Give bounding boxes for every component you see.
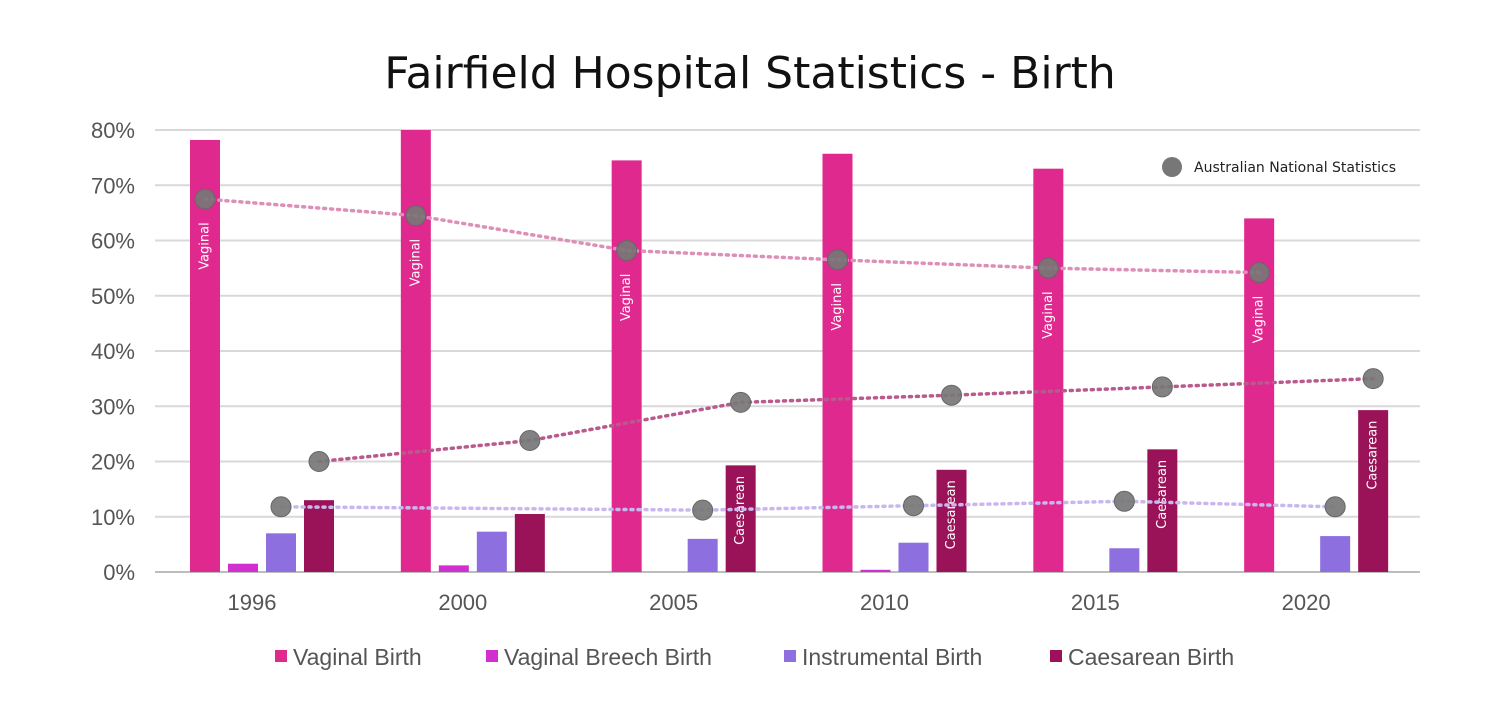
caesarean-birth-bar xyxy=(514,513,545,572)
bar-label: Vaginal xyxy=(1252,296,1267,344)
caesarean-birth-bar xyxy=(1147,449,1178,572)
y-tick-label: 40% xyxy=(91,339,135,364)
vaginal-birth-bar xyxy=(400,130,431,572)
y-tick-label: 80% xyxy=(91,118,135,143)
bar-label: Vaginal xyxy=(198,222,213,270)
national-vaginal-point xyxy=(616,239,638,261)
y-tick-label: 30% xyxy=(91,394,135,419)
national-instrumental-point xyxy=(903,495,924,517)
instrumental-birth-bar xyxy=(1109,548,1140,572)
legend-label: Caesarean Birth xyxy=(1068,644,1234,670)
vaginal-breech-birth-bar xyxy=(228,563,258,572)
legend-swatch xyxy=(486,650,498,662)
national-caesarean-trend-line xyxy=(317,376,1375,464)
caesarean-birth-bar xyxy=(725,465,756,572)
national-instrumental-point xyxy=(270,496,292,518)
national-points xyxy=(194,188,1384,521)
bar-label: Caesarean xyxy=(944,480,959,549)
instrumental-birth-bar xyxy=(266,533,296,572)
x-tick-label: 2000 xyxy=(438,590,487,615)
national-caesarean-point xyxy=(519,430,541,452)
bar-label: Vaginal xyxy=(1041,291,1056,339)
y-axis-ticks: 0% 10% 20% 30% 40% 50% 60% 70% 80% xyxy=(91,118,135,585)
y-tick-label: 50% xyxy=(91,284,135,309)
bar-label: Vaginal xyxy=(408,239,423,287)
vaginal-breech-birth-bar xyxy=(438,565,469,572)
bar-label: Caesarean xyxy=(1366,421,1381,490)
caesarean-birth-bar xyxy=(304,500,334,572)
national-vaginal-point xyxy=(1037,257,1059,279)
national-caesarean-point xyxy=(1362,368,1384,390)
national-caesarean-point xyxy=(1151,376,1173,398)
national-instrumental-point xyxy=(692,499,714,521)
national-vaginal-point xyxy=(405,205,427,227)
x-tick-label: 1996 xyxy=(228,590,277,615)
legend: Vaginal Birth Vaginal Breech Birth Instrum… xyxy=(275,644,1234,670)
national-instrumental-point xyxy=(1113,490,1135,512)
national-legend-marker xyxy=(1162,157,1182,177)
bar-label: Caesarean xyxy=(733,476,748,545)
national-vaginal-point xyxy=(194,188,216,210)
legend-swatch xyxy=(784,650,796,662)
y-tick-label: 0% xyxy=(103,560,135,585)
bar-label: Vaginal xyxy=(830,283,845,331)
instrumental-birth-bar xyxy=(687,538,718,572)
vaginal-birth-bar xyxy=(190,139,220,572)
chart-title: Fairfield Hospital Statistics - Birth xyxy=(384,48,1116,99)
x-tick-label: 2020 xyxy=(1282,590,1331,615)
national-vaginal-point xyxy=(1248,262,1270,284)
vaginal-birth-bar xyxy=(611,160,642,572)
y-tick-label: 10% xyxy=(91,505,135,530)
grid-lines xyxy=(155,129,1420,573)
instrumental-birth-bar xyxy=(476,531,507,572)
national-trend-lines xyxy=(203,197,1375,512)
caesarean-birth-bar xyxy=(936,469,967,572)
caesarean-birth-bar xyxy=(1358,410,1389,572)
legend-swatch xyxy=(275,650,287,662)
national-caesarean-point xyxy=(730,391,752,413)
national-vaginal-point xyxy=(827,249,848,271)
vaginal-birth-bar xyxy=(822,153,853,572)
x-tick-label: 2005 xyxy=(649,590,698,615)
bar-label: Vaginal xyxy=(619,274,634,322)
national-legend: Australian National Statistics xyxy=(1162,157,1396,177)
bar-label: Caesarean xyxy=(1155,460,1170,529)
y-tick-label: 60% xyxy=(91,229,135,254)
vaginal-breech-birth-bar xyxy=(860,569,891,572)
y-tick-label: 20% xyxy=(91,450,135,475)
legend-label: Instrumental Birth xyxy=(802,644,982,670)
x-tick-label: 2015 xyxy=(1071,590,1120,615)
vaginal-birth-bar xyxy=(1033,168,1064,573)
legend-swatch xyxy=(1050,650,1062,662)
national-legend-label: Australian National Statistics xyxy=(1194,160,1396,176)
national-instrumental-point xyxy=(1324,496,1346,518)
legend-label: Vaginal Birth xyxy=(293,644,422,670)
national-vaginal-trend-line xyxy=(203,197,1261,275)
x-tick-label: 2010 xyxy=(860,590,909,615)
bars: Vaginal Vaginal Vaginal Vaginal Vaginal Vagin… xyxy=(190,130,1389,573)
national-caesarean-point xyxy=(308,451,330,472)
y-tick-label: 70% xyxy=(91,173,135,198)
legend-label: Vaginal Breech Birth xyxy=(504,644,712,670)
x-axis-ticks: 1996 2000 2005 2010 2015 2020 xyxy=(228,590,1331,615)
instrumental-birth-bar xyxy=(898,542,929,572)
instrumental-birth-bar xyxy=(1320,536,1351,572)
national-caesarean-point xyxy=(941,384,962,406)
